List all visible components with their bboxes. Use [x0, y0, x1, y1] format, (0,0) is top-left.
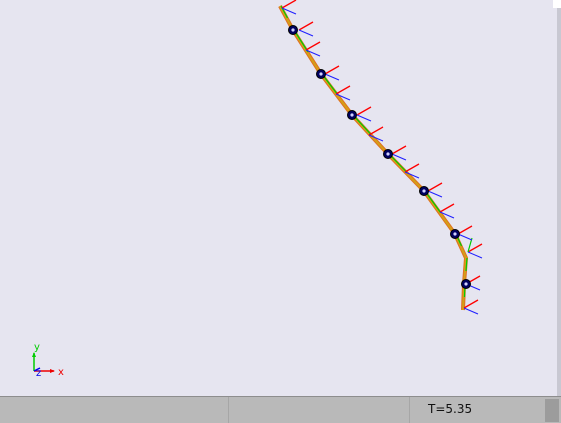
frame-y-arrow: [467, 237, 473, 253]
local-frame-triad: [305, 41, 321, 57]
frame-z-arrow: [391, 153, 407, 161]
node-marker-highlight: [350, 113, 354, 117]
beam-centerline-segment: [352, 114, 372, 135]
viewport-corner: [553, 0, 561, 8]
status-pane-2: [229, 397, 410, 423]
frame-z-arrow: [467, 251, 483, 259]
axis-x-arrowhead: [50, 369, 55, 373]
time-readout: T=5.35: [428, 402, 473, 416]
local-frame-triad: [335, 85, 351, 101]
local-frame-triad: [463, 299, 479, 315]
local-frame-triad: [281, 0, 297, 15]
frame-z-arrow: [356, 114, 372, 122]
frame-x-arrow: [427, 182, 443, 192]
node-marker-highlight: [319, 72, 323, 76]
frame-x-arrow: [356, 106, 372, 116]
beam-centerline-segment: [465, 257, 468, 272]
node-marker-highlight: [291, 28, 295, 32]
frame-z-arrow: [427, 190, 443, 198]
axis-y-arrowhead: [32, 352, 36, 357]
axis-z-label: z: [36, 368, 41, 379]
local-frame-triad: [368, 126, 384, 142]
resize-grip[interactable]: [545, 399, 559, 422]
frame-z-arrow: [305, 49, 321, 57]
frame-x-arrow: [368, 126, 384, 136]
frame-z-arrow: [404, 171, 420, 179]
frame-z-arrow: [463, 307, 479, 315]
frame-z-arrow: [457, 233, 473, 241]
axes-triad: x y z: [32, 342, 64, 379]
frame-x-arrow: [404, 163, 420, 173]
status-pane-1: [0, 397, 229, 423]
frame-x-arrow: [281, 0, 297, 9]
beam-centerline-segment: [424, 190, 441, 213]
frame-x-arrow: [457, 225, 473, 235]
frame-x-arrow: [298, 21, 314, 31]
node-marker-highlight: [422, 189, 426, 193]
frame-z-arrow: [335, 93, 351, 101]
viewport-border: [557, 0, 561, 396]
local-frame-triad: [324, 65, 340, 81]
local-frame-triad: [427, 182, 443, 198]
frame-z-arrow: [439, 211, 455, 219]
frame-x-arrow: [335, 85, 351, 95]
frame-x-arrow: [391, 145, 407, 155]
beam-centerline-segment: [388, 153, 408, 173]
local-frame-triad: [391, 145, 407, 161]
frame-x-arrow: [467, 243, 483, 253]
frame-z-arrow: [324, 73, 340, 81]
axis-z-line: [33, 367, 41, 372]
axis-y-label: y: [34, 342, 40, 353]
scene-canvas[interactable]: x y z: [0, 0, 561, 396]
node-marker-highlight: [453, 232, 457, 236]
frame-x-arrow: [324, 65, 340, 75]
frame-x-arrow: [463, 299, 479, 309]
frame-x-arrow: [305, 41, 321, 51]
local-frame-triad: [439, 203, 455, 219]
frame-z-arrow: [281, 7, 297, 15]
local-frame-triad: [404, 163, 420, 179]
axis-x-label: x: [58, 367, 64, 378]
frame-x-arrow: [439, 203, 455, 213]
node-marker-highlight: [386, 152, 390, 156]
status-bar: T=5.35: [0, 396, 561, 423]
local-frame-triad: [298, 21, 314, 37]
frame-z-arrow: [298, 29, 314, 37]
3d-viewport[interactable]: x y z: [0, 0, 561, 396]
local-frame-triad: [356, 106, 372, 122]
local-frame-triad: [467, 237, 483, 259]
node-marker-highlight: [464, 282, 468, 286]
local-frame-triad: [457, 225, 473, 241]
frame-z-arrow: [368, 134, 384, 142]
